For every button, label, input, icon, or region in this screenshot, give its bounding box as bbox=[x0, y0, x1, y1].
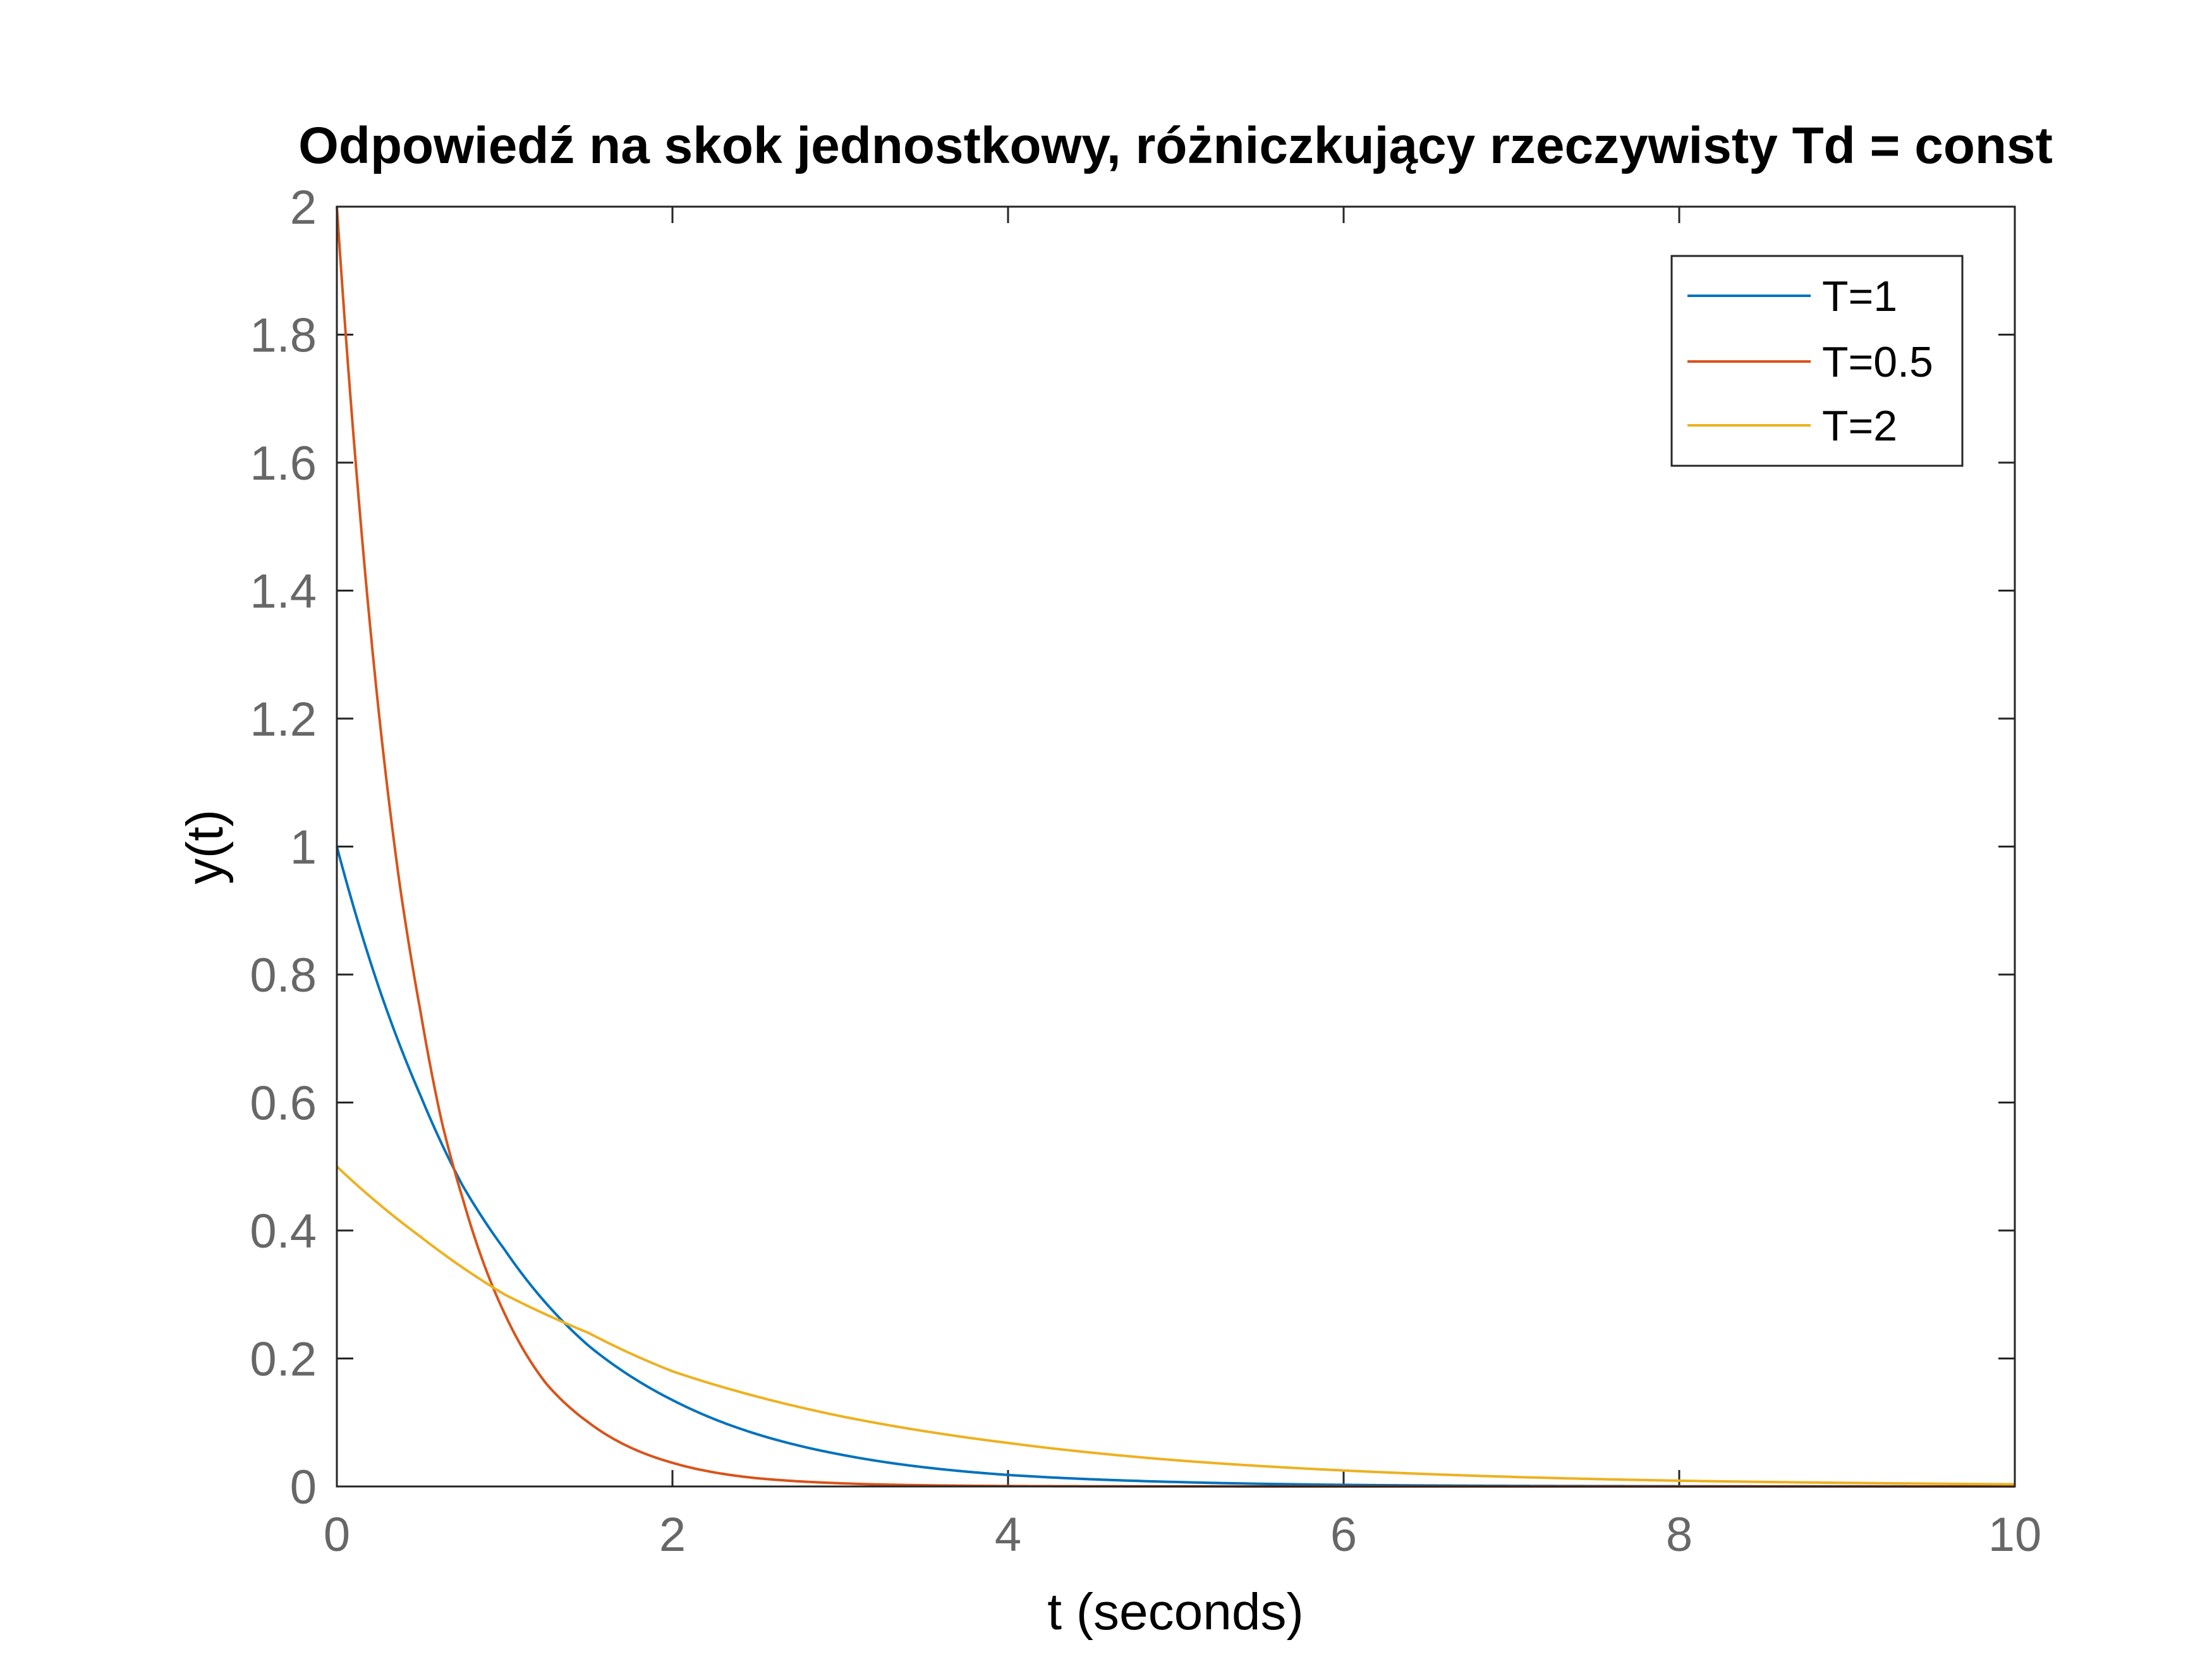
chart-title: Odpowiedź na skok jednostkowy, różniczku… bbox=[298, 117, 2053, 174]
x-tick-label: 8 bbox=[1666, 1508, 1692, 1562]
y-tick-label: 0.8 bbox=[250, 949, 317, 1002]
y-tick-label: 2 bbox=[290, 181, 317, 234]
x-axis-label: t (seconds) bbox=[1047, 1583, 1304, 1641]
x-tick-label: 4 bbox=[995, 1508, 1021, 1562]
y-tick-label: 0.2 bbox=[250, 1333, 317, 1387]
series-line-2 bbox=[336, 1165, 2015, 1486]
legend-label-t1: T=1 bbox=[1822, 272, 1897, 320]
y-tick-label: 0.6 bbox=[250, 1077, 317, 1131]
y-tick-label: 1.6 bbox=[250, 437, 317, 490]
x-tick-label: 10 bbox=[1988, 1508, 2042, 1562]
legend: T=1 T=0.5 T=2 bbox=[1670, 255, 1964, 467]
y-tick-label: 1.4 bbox=[250, 565, 317, 619]
axes-box bbox=[336, 205, 2016, 1488]
legend-label-t2: T=2 bbox=[1822, 402, 1897, 450]
y-tick-label: 1.8 bbox=[250, 309, 317, 363]
legend-label-t05: T=0.5 bbox=[1822, 338, 1933, 386]
x-tick-label: 6 bbox=[1330, 1508, 1357, 1562]
x-tick-label: 2 bbox=[659, 1508, 686, 1562]
y-tick-label: 1 bbox=[290, 821, 317, 875]
x-tick-label: 0 bbox=[324, 1508, 350, 1562]
y-tick-label: 1.2 bbox=[250, 693, 317, 746]
y-tick-label: 0 bbox=[290, 1461, 317, 1514]
ticks: 0 2 4 6 8 10 0 0.2 0.4 0.6 0.8 1 1.2 1.4 1.6 1.8 2 bbox=[250, 181, 2041, 1562]
y-tick-label: 0.4 bbox=[250, 1205, 317, 1258]
y-axis-label: y(t) bbox=[176, 810, 234, 884]
